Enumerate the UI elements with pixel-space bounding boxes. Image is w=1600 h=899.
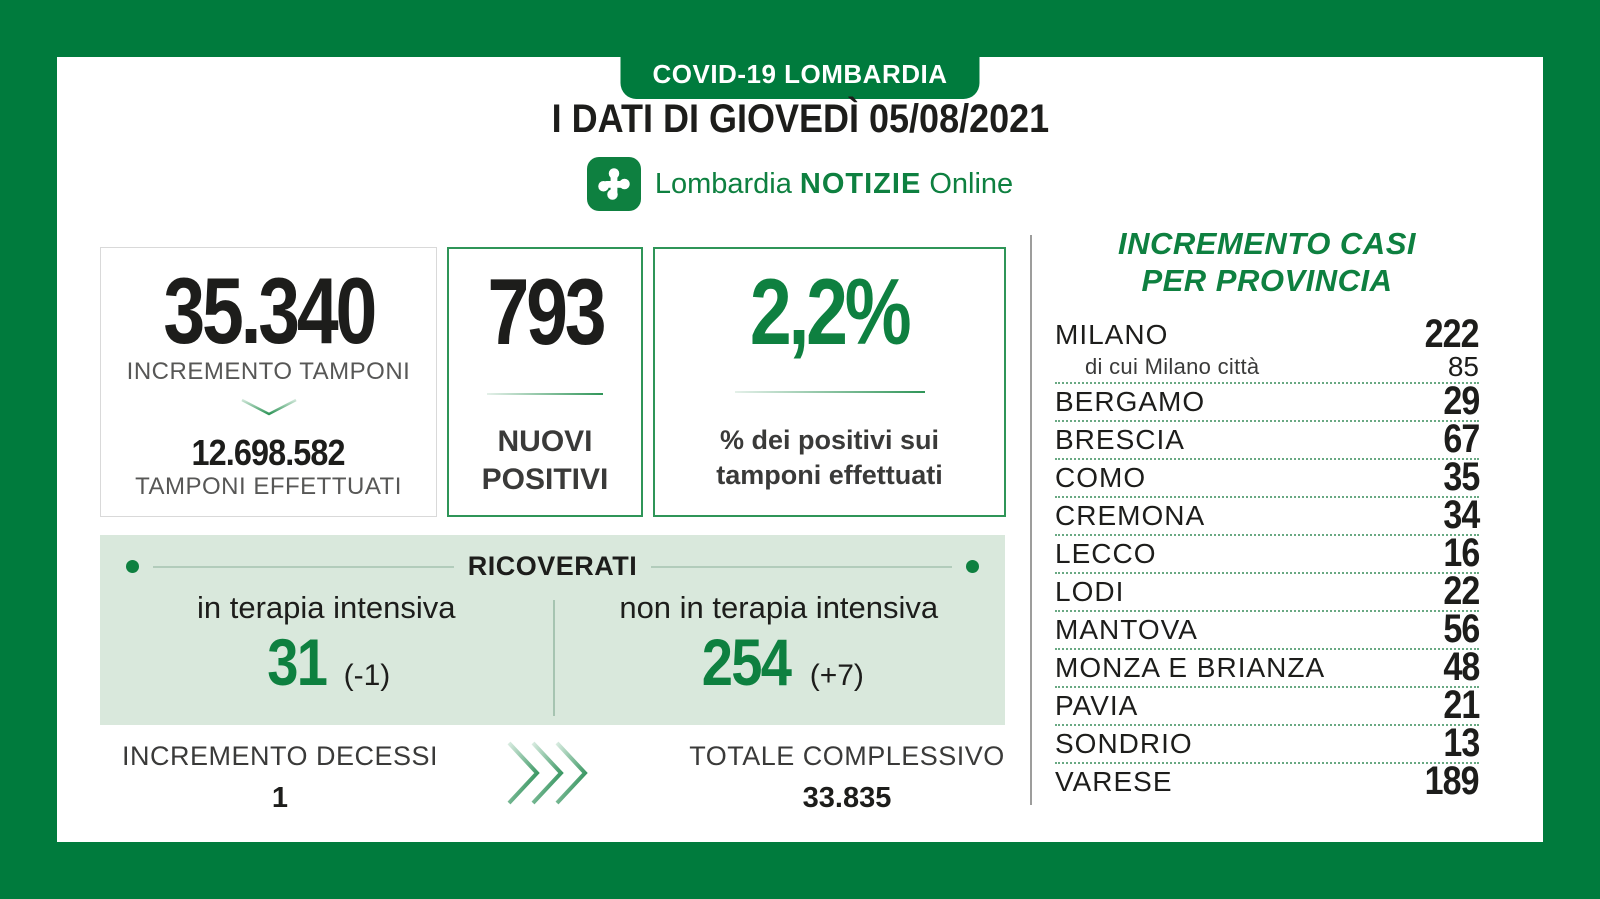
province-name: MANTOVA [1055, 614, 1198, 646]
non-terapia-intensiva-value: 254 [701, 625, 791, 699]
province-name: SONDRIO [1055, 728, 1193, 760]
province-name: MILANO [1055, 319, 1169, 351]
header-line [153, 565, 454, 568]
province-row: MANTOVA 56 [1055, 607, 1480, 652]
terapia-intensiva-block: in terapia intensiva 31 (-1) [100, 590, 553, 720]
terapia-intensiva-delta: (-1) [343, 659, 391, 692]
lombardia-notizie-logo: Lombardia NOTIZIE Online [57, 157, 1543, 211]
province-row: SONDRIO 13 [1055, 721, 1480, 766]
logo-online: Online [929, 167, 1014, 200]
province-value: 56 [1442, 607, 1480, 652]
province-list: MILANO 222 di cui Milano città 85 BERGAMO 29 B… [1055, 312, 1480, 804]
ricoverati-columns: in terapia intensiva 31 (-1) non in tera… [100, 590, 1005, 720]
province-value: 22 [1442, 569, 1480, 614]
ricoverati-title: RICOVERATI [467, 551, 638, 581]
non-terapia-intensiva-block: non in terapia intensiva 254 (+7) [553, 590, 1006, 720]
card-divider [487, 393, 603, 395]
vertical-divider [552, 600, 555, 716]
province-name: LECCO [1055, 538, 1157, 570]
province-value: 13 [1442, 721, 1480, 766]
province-name: MONZA E BRIANZA [1055, 652, 1326, 684]
incremento-decessi-label: INCREMENTO DECESSI [121, 741, 439, 771]
province-name: CREMONA [1055, 500, 1206, 532]
incremento-decessi-block: INCREMENTO DECESSI 1 [115, 741, 445, 815]
province-value: 67 [1442, 417, 1480, 462]
province-name: VARESE [1055, 766, 1173, 798]
logo-notizie: NOTIZIE [799, 167, 922, 200]
province-value: 21 [1442, 683, 1480, 728]
card-nuovi-positivi: 793 NUOVI POSITIVI [447, 247, 643, 517]
badge-label: COVID-19 LOMBARDIA [652, 59, 948, 89]
ricoverati-header: RICOVERATI [100, 535, 1005, 582]
province-name: PAVIA [1055, 690, 1139, 722]
province-value: 222 [1424, 312, 1480, 357]
non-terapia-intensiva-label: non in terapia intensiva [619, 590, 939, 625]
content-area: COVID-19 LOMBARDIA I DATI DI GIOVEDÌ 05/… [57, 51, 1543, 842]
percentuale-positivi-label: % dei positivi sui tamponi effettuati [716, 425, 943, 491]
province-value: 29 [1442, 379, 1480, 424]
triple-chevron-right-icon [503, 737, 595, 814]
province-row: LODI 22 [1055, 569, 1480, 614]
tamponi-increment-label: INCREMENTO TAMPONI [126, 358, 411, 385]
province-name: BRESCIA [1055, 424, 1185, 456]
province-value: 85 [1447, 351, 1479, 383]
province-panel-title: INCREMENTO CASI PER PROVINCIA [1117, 226, 1416, 299]
province-row: BERGAMO 29 [1055, 379, 1480, 424]
card-tamponi: 35.340 INCREMENTO TAMPONI 12.698.582 TAM… [100, 247, 437, 517]
province-value: 35 [1442, 455, 1480, 500]
dot-icon [966, 560, 980, 573]
province-name: di cui Milano città [1085, 354, 1260, 380]
province-value: 189 [1424, 759, 1480, 804]
province-panel: INCREMENTO CASI PER PROVINCIA MILANO 222 d… [1055, 225, 1480, 804]
page-title: I DATI DI GIOVEDÌ 05/08/2021 [551, 97, 1049, 141]
rosa-camuna-icon [586, 157, 641, 211]
totale-complessivo-label: TOTALE COMPLESSIVO [689, 741, 1005, 771]
logo-text: Lombardia NOTIZIE Online [655, 168, 1013, 201]
stat-cards: 35.340 INCREMENTO TAMPONI 12.698.582 TAM… [100, 247, 1006, 517]
province-name: COMO [1055, 462, 1147, 494]
province-subrow: di cui Milano città 85 [1055, 351, 1479, 385]
province-row: LECCO 16 [1055, 531, 1480, 576]
province-value: 34 [1442, 493, 1480, 538]
covid-lombardia-badge: COVID-19 LOMBARDIA [620, 51, 980, 99]
tamponi-increment-value: 35.340 [163, 258, 377, 363]
province-value: 16 [1442, 531, 1480, 576]
nuovi-positivi-label: NUOVI POSITIVI [481, 425, 609, 496]
terapia-intensiva-value: 31 [267, 625, 328, 699]
ricoverati-section: RICOVERATI in terapia intensiva 31 (-1) … [100, 535, 1005, 725]
province-row: PAVIA 21 [1055, 683, 1480, 728]
card-divider [734, 391, 925, 393]
tamponi-total-label: TAMPONI EFFETTUATI [135, 472, 402, 500]
totale-complessivo-block: TOTALE COMPLESSIVO 33.835 [637, 741, 1057, 815]
dot-icon [126, 560, 139, 573]
panel-separator-line [1030, 235, 1032, 805]
card-percentuale-positivi: 2,2% % dei positivi sui tamponi effettua… [653, 247, 1006, 517]
logo-lombardia: Lombardia [654, 167, 792, 200]
chevron-down-icon [237, 396, 301, 425]
incremento-decessi-value: 1 [271, 782, 289, 814]
totale-complessivo-value: 33.835 [802, 782, 892, 814]
province-row: CREMONA 34 [1055, 493, 1480, 538]
province-name: BERGAMO [1055, 386, 1206, 418]
province-name: LODI [1055, 576, 1125, 608]
nuovi-positivi-value: 793 [487, 259, 606, 364]
non-terapia-intensiva-delta: (+7) [809, 659, 864, 692]
province-row: MILANO 222 [1055, 312, 1480, 357]
percentuale-positivi-value: 2,2% [750, 259, 912, 364]
province-row: COMO 35 [1055, 455, 1480, 500]
province-row: MONZA E BRIANZA 48 [1055, 645, 1480, 690]
province-value: 48 [1442, 645, 1480, 690]
terapia-intensiva-label: in terapia intensiva [197, 590, 456, 625]
tamponi-total-value: 12.698.582 [191, 432, 346, 473]
province-row: BRESCIA 67 [1055, 417, 1480, 462]
header-line [651, 565, 953, 568]
province-row: VARESE 189 [1055, 759, 1480, 804]
